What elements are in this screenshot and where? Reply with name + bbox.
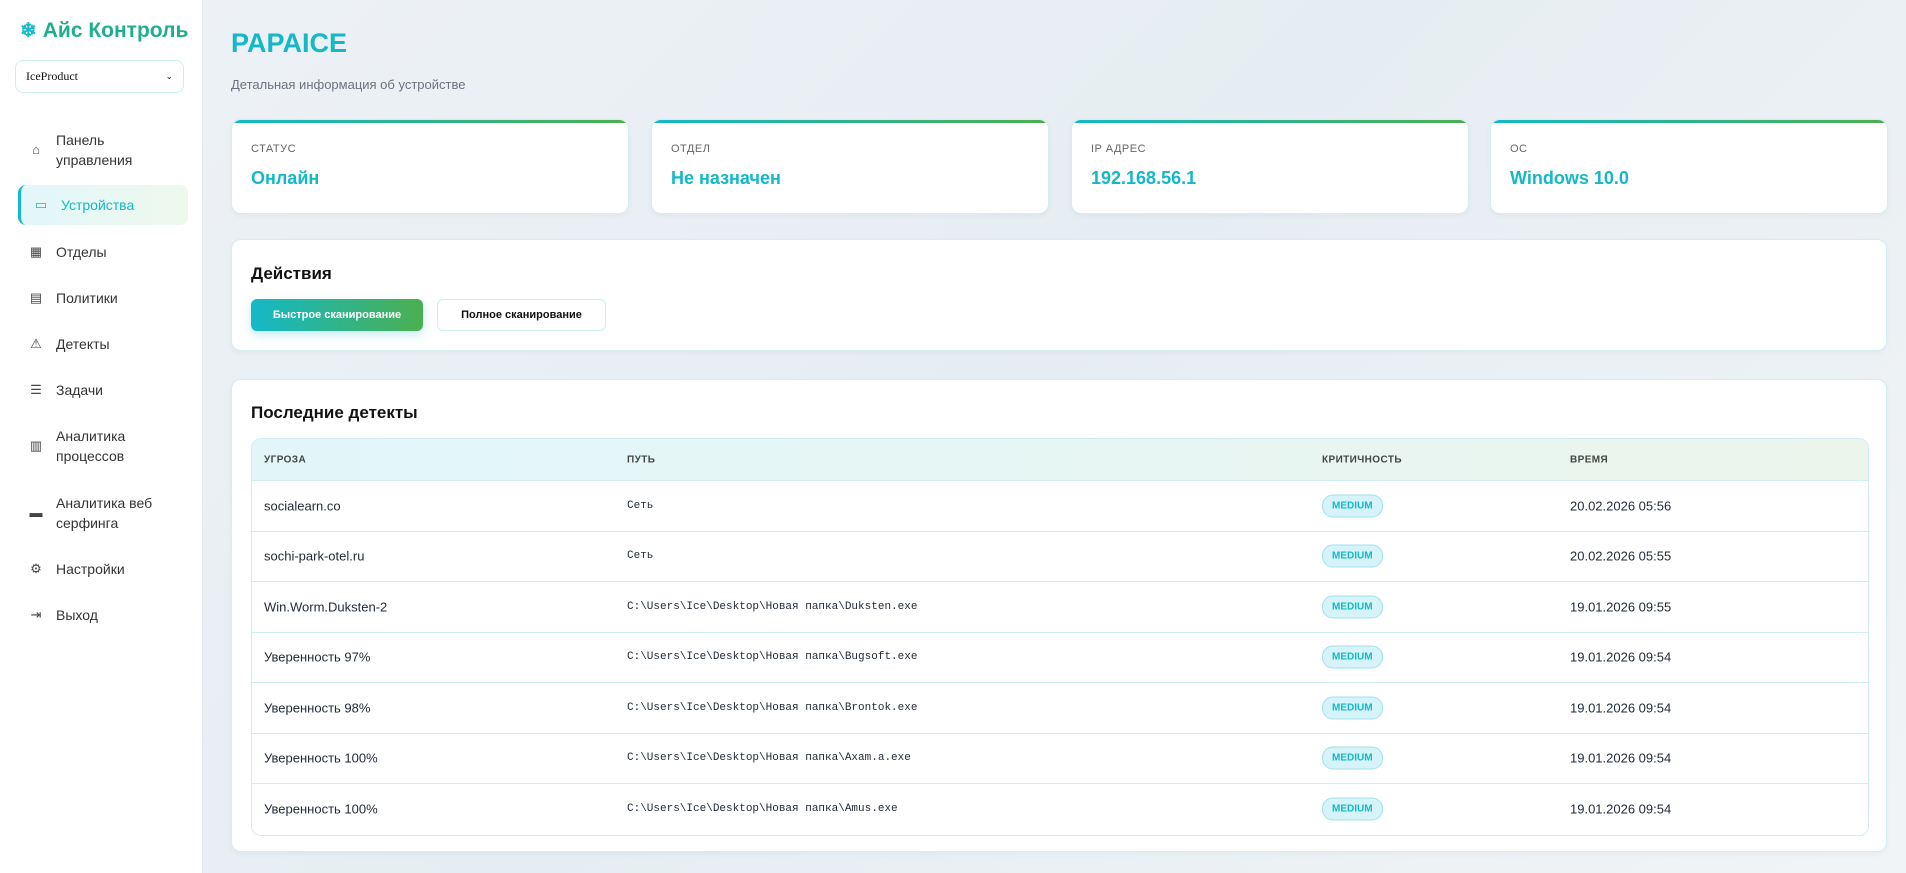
time-cell: 19.01.2026 09:54 [1570, 801, 1672, 817]
organization-select[interactable]: IceProduct ⌄ [15, 60, 184, 93]
sidebar-item-label: Задачи [56, 382, 104, 398]
actions-card: Действия Быстрое сканирование Полное ска… [231, 239, 1887, 351]
sidebar-item-label: Детекты [56, 336, 110, 352]
threat-cell: sochi-park-otel.ru [264, 548, 365, 564]
sidebar-item-logout[interactable]: ⇥ Выход [18, 605, 188, 625]
full-scan-button[interactable]: Полное сканирование [437, 299, 606, 331]
logout-icon: ⇥ [30, 607, 42, 622]
sidebar-item-policies[interactable]: ▤ Политики [18, 288, 188, 308]
severity-badge: MEDIUM [1322, 746, 1383, 770]
threat-cell: Уверенность 100% [264, 801, 378, 817]
sidebar-item-label: Отделы [56, 244, 107, 260]
monitor-icon: ▭ [34, 197, 48, 212]
web-icon: ▬ [29, 505, 43, 520]
path-cell: C:\Users\Ice\Desktop\Новая папка\Duksten… [627, 600, 918, 613]
path-cell: C:\Users\Ice\Desktop\Новая папка\Amus.ex… [627, 803, 898, 816]
clipboard-icon: ☰ [30, 382, 42, 397]
column-header-threat: УГРОЗА [264, 454, 307, 465]
warning-icon: ⚠ [30, 336, 42, 351]
recent-detects-title: Последние детекты [251, 403, 418, 422]
sidebar-item-label: Устройства [61, 197, 135, 213]
table-row[interactable]: Win.Worm.Duksten-2 C:\Users\Ice\Desktop\… [252, 582, 1868, 633]
sidebar-item-label: Настройки [56, 561, 125, 577]
path-cell: C:\Users\Ice\Desktop\Новая папка\Axam.a.… [627, 752, 911, 765]
column-header-path: ПУТЬ [627, 454, 656, 465]
chevron-down-icon: ⌄ [165, 71, 173, 81]
time-cell: 19.01.2026 09:55 [1570, 599, 1672, 615]
threat-cell: Уверенность 98% [264, 700, 371, 716]
app-logo[interactable]: ❄ Айс Контроль [20, 18, 188, 43]
path-cell: Сеть [627, 550, 654, 563]
sidebar-item-departments[interactable]: ▦ Отделы [18, 242, 188, 262]
detects-table: УГРОЗА ПУТЬ КРИТИЧНОСТЬ ВРЕМЯ socialearn… [251, 438, 1869, 836]
threat-cell: Уверенность 100% [264, 750, 378, 766]
stat-label: ОС [1510, 143, 1528, 155]
severity-badge: MEDIUM [1322, 595, 1383, 619]
page-subtitle: Детальная информация об устройстве [231, 77, 466, 92]
table-row[interactable]: Уверенность 100% C:\Users\Ice\Desktop\Но… [252, 784, 1868, 835]
time-cell: 20.02.2026 05:55 [1570, 548, 1672, 564]
stat-card-status: СТАТУС Онлайн [231, 119, 629, 214]
stat-label: ОТДЕЛ [671, 143, 711, 155]
time-cell: 19.01.2026 09:54 [1570, 700, 1672, 716]
recent-detects-card: Последние детекты УГРОЗА ПУТЬ КРИТИЧНОСТ… [231, 379, 1887, 852]
threat-cell: Win.Worm.Duksten-2 [264, 599, 388, 615]
sidebar-item-label: Панель управления [56, 132, 133, 168]
page-title: PAPAICE [231, 28, 348, 58]
snowflake-icon: ❄ [20, 20, 37, 42]
table-row[interactable]: Уверенность 97% C:\Users\Ice\Desktop\Нов… [252, 633, 1868, 683]
bar-chart-icon: ▥ [29, 438, 43, 453]
stat-label: IP АДРЕС [1091, 143, 1147, 155]
stat-value: Онлайн [251, 168, 320, 188]
severity-badge: MEDIUM [1322, 494, 1383, 518]
threat-cell: socialearn.co [264, 498, 341, 514]
organization-select-value: IceProduct [26, 69, 78, 83]
stat-value: 192.168.56.1 [1091, 168, 1197, 188]
severity-badge: MEDIUM [1322, 696, 1383, 720]
sidebar-item-label: Аналитика процессов [56, 428, 126, 464]
path-cell: C:\Users\Ice\Desktop\Новая папка\Bugsoft… [627, 651, 918, 664]
sidebar-item-dashboard[interactable]: ⌂ Панель управления [18, 130, 188, 170]
stat-card-department: ОТДЕЛ Не назначен [651, 119, 1049, 214]
sidebar-item-settings[interactable]: ⚙ Настройки [18, 559, 188, 579]
stat-value: Не назначен [671, 168, 781, 188]
stat-card-os: ОС Windows 10.0 [1490, 119, 1888, 214]
sidebar-item-label: Аналитика веб серфинга [56, 495, 153, 531]
app-title: Айс Контроль [42, 18, 189, 42]
severity-badge: MEDIUM [1322, 544, 1383, 568]
table-row[interactable]: socialearn.co Сеть MEDIUM 20.02.2026 05:… [252, 481, 1868, 532]
column-header-severity: КРИТИЧНОСТЬ [1322, 454, 1402, 465]
stat-card-ip: IP АДРЕС 192.168.56.1 [1071, 119, 1469, 214]
table-row[interactable]: Уверенность 98% C:\Users\Ice\Desktop\Нов… [252, 683, 1868, 734]
sidebar-item-tasks[interactable]: ☰ Задачи [18, 380, 188, 400]
building-icon: ▦ [29, 244, 43, 259]
stat-value: Windows 10.0 [1510, 168, 1629, 188]
path-cell: C:\Users\Ice\Desktop\Новая папка\Brontok… [627, 701, 918, 714]
severity-badge: MEDIUM [1322, 645, 1383, 669]
sidebar-item-devices[interactable]: ▭ Устройства [18, 185, 188, 225]
time-cell: 19.01.2026 09:54 [1570, 750, 1672, 766]
sidebar-item-web-analytics[interactable]: ▬ Аналитика веб серфинга [18, 493, 188, 533]
table-header: УГРОЗА ПУТЬ КРИТИЧНОСТЬ ВРЕМЯ [252, 439, 1868, 481]
column-header-time: ВРЕМЯ [1570, 454, 1609, 465]
gear-icon: ⚙ [30, 561, 42, 576]
sidebar-item-process-analytics[interactable]: ▥ Аналитика процессов [18, 426, 188, 466]
sidebar-item-label: Политики [56, 290, 118, 306]
sidebar: ❄ Айс Контроль IceProduct ⌄ ⌂ Панель упра… [0, 0, 203, 873]
sidebar-item-detects[interactable]: ⚠ Детекты [18, 334, 188, 354]
home-icon: ⌂ [32, 142, 40, 157]
table-row[interactable]: Уверенность 100% C:\Users\Ice\Desktop\Но… [252, 734, 1868, 784]
time-cell: 20.02.2026 05:56 [1570, 498, 1672, 514]
time-cell: 19.01.2026 09:54 [1570, 649, 1672, 665]
sidebar-item-label: Выход [56, 607, 98, 623]
actions-title: Действия [251, 264, 332, 283]
document-icon: ▤ [29, 290, 43, 305]
path-cell: Сеть [627, 499, 654, 512]
quick-scan-button[interactable]: Быстрое сканирование [251, 299, 423, 331]
threat-cell: Уверенность 97% [264, 649, 371, 665]
table-row[interactable]: sochi-park-otel.ru Сеть MEDIUM 20.02.202… [252, 532, 1868, 582]
severity-badge: MEDIUM [1322, 797, 1383, 821]
stat-label: СТАТУС [251, 143, 297, 155]
